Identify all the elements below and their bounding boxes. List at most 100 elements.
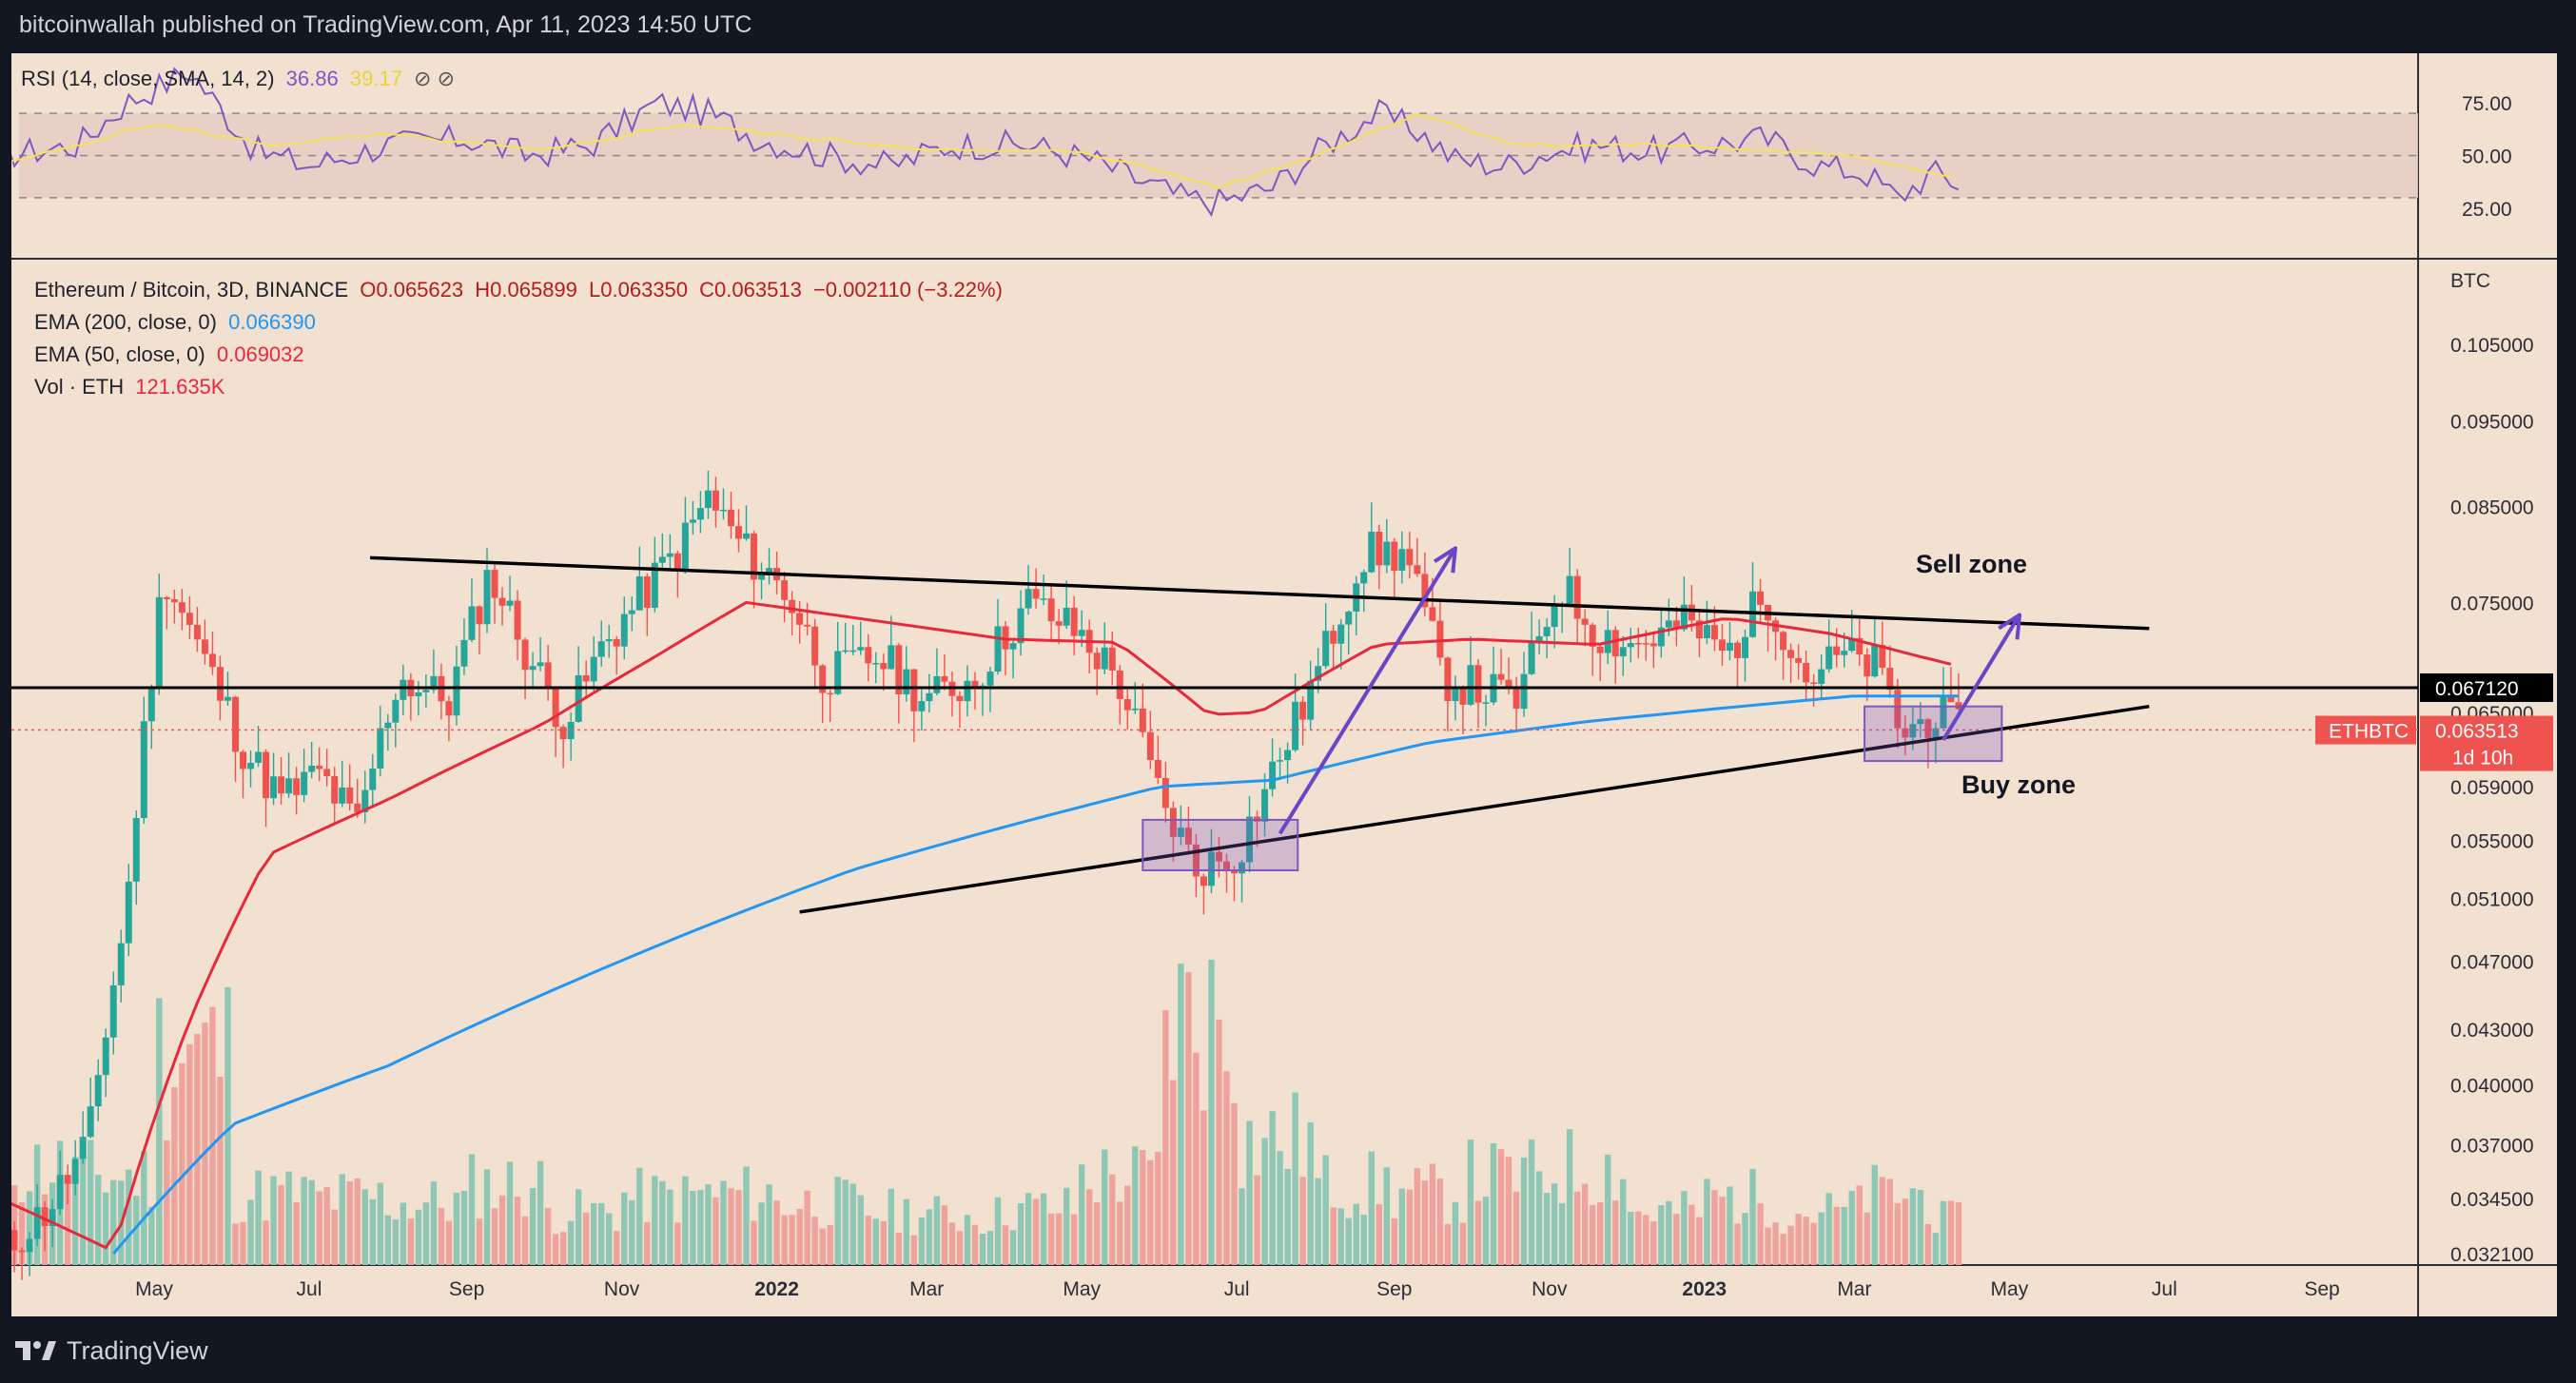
candle-body	[87, 1106, 94, 1138]
volume-bar	[1818, 1212, 1825, 1265]
date-tick-label: May	[135, 1278, 173, 1300]
volume-bar	[1947, 1200, 1955, 1265]
trendline[interactable]	[370, 555, 2150, 631]
volume-bar	[880, 1220, 887, 1265]
volume-bar	[1216, 1019, 1222, 1265]
candle-body	[94, 1075, 102, 1107]
candle-body	[1581, 618, 1589, 625]
volume-bar	[1780, 1234, 1786, 1265]
chart-canvas[interactable]: 75.00 50.00 25.00 0.105000 0.095000 0.085000 0…	[11, 53, 2557, 1316]
candle-body	[1421, 574, 1429, 608]
rsi-legend-icons[interactable]: ⊘ ⊘	[414, 67, 456, 90]
volume-bar	[1658, 1205, 1665, 1265]
arrow-head[interactable]	[1998, 613, 2022, 640]
volume-bar	[1924, 1223, 1932, 1265]
candle-body	[1192, 844, 1200, 877]
candle-body	[1146, 731, 1154, 760]
candle-body	[178, 602, 185, 614]
volume-bar	[1246, 1120, 1253, 1265]
date-tick-label: Sep	[2304, 1278, 2339, 1300]
volume-bar	[1231, 1102, 1238, 1265]
price-tick-label: 0.040000	[2450, 1076, 2534, 1098]
volume-bar	[1009, 1230, 1017, 1265]
volume-bar	[331, 1209, 338, 1265]
candle-body	[270, 776, 278, 799]
candle-body	[1947, 696, 1955, 703]
candle-body	[64, 1175, 71, 1184]
date-tick-label: Sep	[449, 1278, 484, 1300]
tradingview-brand[interactable]: TradingView	[67, 1335, 208, 1365]
candle-body	[1940, 696, 1947, 729]
candle-body	[696, 508, 704, 520]
price-tick-label: 0.032100	[2450, 1244, 2534, 1266]
zone-rectangle[interactable]	[1864, 705, 2003, 763]
volume-bar	[1436, 1178, 1444, 1265]
candle-body	[1108, 647, 1116, 671]
volume-bar	[1025, 1193, 1032, 1265]
volume-bar	[491, 1208, 498, 1265]
candle-body	[719, 509, 727, 512]
volume-bar	[1200, 1110, 1207, 1265]
candle-body	[224, 696, 231, 701]
candle-body	[1787, 650, 1795, 658]
candle-body	[865, 647, 872, 664]
zone-rectangle[interactable]	[1142, 818, 1299, 872]
candle-body	[1894, 690, 1902, 729]
candle-body	[361, 789, 369, 812]
volume-bar	[1170, 1080, 1177, 1265]
volume-bar	[1109, 1174, 1116, 1265]
candle-body	[628, 610, 635, 614]
publish-header: bitcoinwallah published on TradingView.c…	[19, 11, 752, 38]
symbol-label: Ethereum / Bitcoin, 3D, BINANCE	[34, 278, 349, 302]
candle-body	[766, 568, 773, 575]
volume-bar	[789, 1215, 795, 1265]
volume-bar	[1063, 1187, 1070, 1265]
tradingview-logo-icon[interactable]	[13, 1338, 57, 1363]
trendline[interactable]	[799, 704, 2150, 914]
volume-bar	[445, 1220, 453, 1265]
candle-body	[460, 639, 468, 667]
volume-bar	[948, 1222, 956, 1265]
chart-frame[interactable]: 75.00 50.00 25.00 0.105000 0.095000 0.085000 0…	[11, 53, 2557, 1316]
volume-bar	[865, 1216, 871, 1265]
volume-bar	[1612, 1200, 1619, 1265]
candle-body	[1482, 702, 1490, 704]
candle-body	[163, 596, 170, 599]
candle-body	[1695, 620, 1703, 639]
candle-body	[79, 1137, 87, 1159]
arrow-head[interactable]	[1433, 546, 1457, 574]
volume-bar	[1688, 1204, 1695, 1265]
volume-bar	[1414, 1168, 1421, 1265]
candle-body	[643, 575, 651, 609]
ohlc-change: −0.002110 (−3.22%)	[812, 278, 1003, 302]
arrow-shaft[interactable]	[1278, 547, 1457, 835]
candle-body	[1505, 679, 1512, 687]
candle-body	[1101, 647, 1108, 670]
candle-body	[185, 613, 193, 625]
volume-bar	[1742, 1213, 1748, 1265]
arrow-shaft[interactable]	[1942, 614, 2021, 741]
candle-body	[1467, 665, 1474, 705]
volume-bar	[1848, 1190, 1855, 1265]
candle-body	[109, 984, 117, 1038]
candle-body	[339, 787, 346, 804]
candle-body	[514, 600, 521, 640]
last-price-label: 0.063513	[2435, 721, 2519, 743]
volume-bar	[1162, 1010, 1169, 1265]
candle-body	[903, 669, 910, 694]
candle-body	[193, 624, 201, 640]
volume-bar	[346, 1180, 353, 1265]
candle-body	[1909, 724, 1917, 738]
countdown-label: 1d 10h	[2452, 748, 2513, 769]
volume-bar	[644, 1221, 651, 1265]
volume-bar	[1810, 1222, 1817, 1265]
candle-body	[1123, 698, 1131, 711]
volume-bar	[1239, 1188, 1245, 1265]
volume-bar	[1155, 1151, 1161, 1265]
volume-bar	[591, 1203, 597, 1265]
volume-bar	[64, 1181, 71, 1265]
volume-bar	[636, 1167, 643, 1265]
volume-bar	[1558, 1202, 1566, 1265]
rsi-sma-legend-value: 39.17	[349, 67, 402, 90]
candle-body	[384, 722, 392, 729]
